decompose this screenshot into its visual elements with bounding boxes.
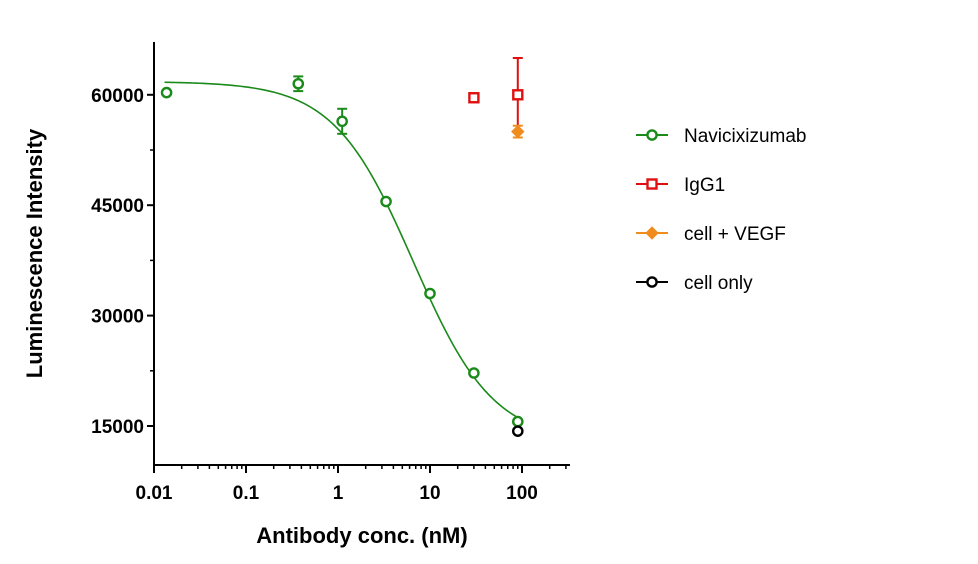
navicixizumab-point [336, 115, 348, 128]
legend-label-navicixizumab: Navicixizumab [684, 126, 806, 147]
legend-label-cell-vegf: cell + VEGF [684, 224, 786, 245]
y-tick-label: 60000 [91, 86, 144, 107]
fit-curves [164, 81, 518, 418]
igg1-point [468, 92, 480, 104]
legend-marker-igg1 [646, 178, 658, 190]
x-tick-label: 0.01 [136, 483, 173, 504]
navicixizumab-point [380, 195, 392, 208]
y-axis-title: Luminescence Intensity [22, 128, 47, 378]
legend-marker-cell-only [646, 276, 658, 288]
cell-vegf-point [511, 124, 525, 139]
y-tick-label: 15000 [91, 417, 144, 438]
legend-label-igg1: IgG1 [684, 175, 725, 196]
x-tick-label: 0.1 [233, 483, 260, 504]
legend-marker-navicixizumab [646, 129, 658, 141]
navicixizumab-point [468, 367, 480, 379]
x-tick-label: 10 [419, 483, 440, 504]
navicixizumab-point [424, 287, 436, 300]
legend: Navicixizumab IgG1 cell + VEGF cell only [636, 126, 806, 294]
navicixizumab-point [511, 415, 524, 428]
x-tick-label: 100 [506, 483, 538, 504]
legend-marker-cell-vegf [645, 226, 659, 240]
x-tick-label: 1 [333, 483, 344, 504]
legend-label-cell-only: cell only [684, 273, 753, 294]
navicixizumab-point [292, 77, 305, 90]
y-tick-label: 45000 [91, 196, 144, 217]
cell-only-point [511, 425, 524, 437]
axes: 15000 30000 45000 60000 0.01 0.1 1 10 100 [91, 42, 570, 504]
navicixizumab-point [160, 86, 173, 99]
y-tick-label: 30000 [91, 307, 144, 328]
x-axis-title: Antibody conc. (nM) [256, 523, 467, 548]
data-points [160, 57, 525, 437]
igg1-point [512, 89, 524, 101]
fit-curve [164, 81, 518, 418]
